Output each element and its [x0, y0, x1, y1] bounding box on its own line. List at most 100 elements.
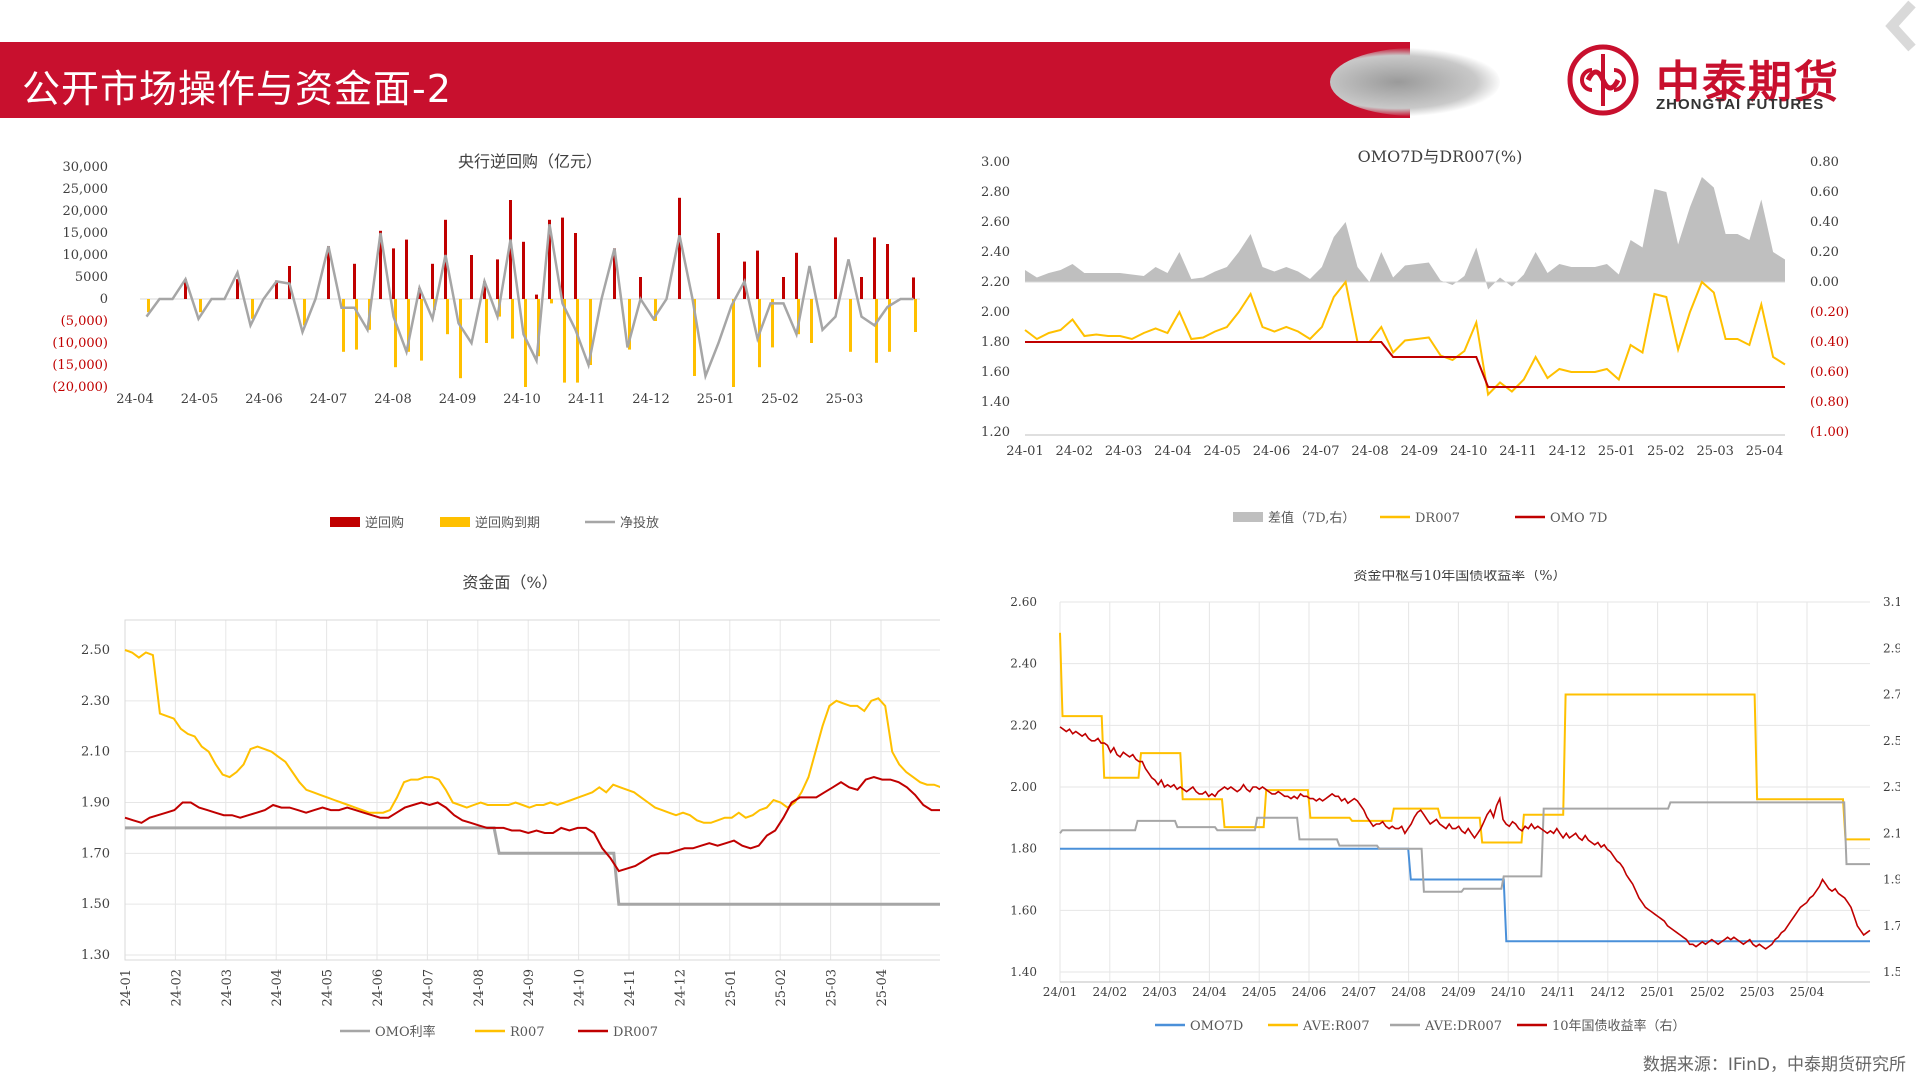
- chart4-xtick: 24/01: [1043, 985, 1078, 999]
- chart2-ytick-right: (0.80): [1810, 395, 1849, 410]
- chart1-bar-repo: [639, 277, 642, 299]
- chart1-bar-repo: [431, 263, 434, 299]
- header-shadow: [1330, 48, 1500, 116]
- chart3-title: 资金面（%）: [462, 573, 557, 592]
- chart1-bar-maturity: [355, 299, 358, 350]
- chart1-xtick: 24-05: [181, 392, 218, 407]
- chart3-legend-omo-label: OMO利率: [375, 1024, 436, 1040]
- chart4-ytick: 2.60: [1010, 595, 1037, 609]
- chart2-ytick: 3.00: [981, 155, 1010, 170]
- chart-funding-center-10y: 资金中枢与10年国债收益率（%） 2.60 2.40 2.20 2.00 1.80 1.60…: [980, 570, 1900, 1040]
- chart2-xtick: 24-11: [1499, 444, 1536, 459]
- chart1-bar-maturity: [563, 299, 566, 383]
- chart4-xtick: 24/12: [1591, 985, 1626, 999]
- chart4-xtick: 24/06: [1292, 985, 1327, 999]
- chart3-line-dr007: [124, 776, 940, 873]
- chart2-line-dr007: [1024, 279, 1786, 397]
- chart4-ytick: 2.20: [1010, 718, 1037, 732]
- chart1-bar-repo: [405, 239, 408, 299]
- chart3-ytick: 2.30: [81, 694, 110, 709]
- chart1-bar-repo: [756, 250, 759, 299]
- chart1-ytick: 5000: [75, 270, 108, 285]
- chart2-xtick: 24-09: [1401, 444, 1438, 459]
- chart1-bar-maturity: [732, 299, 735, 387]
- chart4-xtick: 24/08: [1391, 985, 1426, 999]
- chart1-line-net: [145, 223, 914, 381]
- chart1-ytick: (15,000): [52, 358, 108, 373]
- chart3-xtick: 24-01: [119, 969, 134, 1006]
- chart3-xtick: 24-06: [371, 969, 386, 1006]
- chart1-bar-repo: [509, 200, 512, 299]
- chart2-xtick: 24-06: [1253, 444, 1290, 459]
- chart-omo-dr007: OMO7D与DR007(%) 3.00 2.80 2.60 2.40 2.20 2.00 1.…: [980, 140, 1900, 540]
- chart1-bar-maturity: [875, 299, 878, 363]
- chart1-xtick: 24-06: [245, 392, 282, 407]
- chart1-bar-maturity: [810, 299, 813, 343]
- header-bar: [0, 42, 1410, 118]
- chart1-ytick: 30,000: [63, 160, 109, 175]
- chart2-legend-spread-label: 差值（7D,右）: [1268, 510, 1355, 526]
- chart1-bar-repo: [613, 248, 616, 299]
- chart1-bar-maturity: [849, 299, 852, 352]
- chart1-bar-repo: [561, 217, 564, 299]
- chart4-xtick: 24/04: [1192, 985, 1227, 999]
- chart4-xtick: 25/01: [1640, 985, 1675, 999]
- chart2-area-spread: [1025, 177, 1785, 290]
- chart3-xtick: 25-03: [825, 969, 840, 1006]
- chart1-xtick: 24-07: [310, 392, 347, 407]
- chart1-ytick: (5,000): [61, 314, 108, 329]
- chart3-xtick: 25-02: [774, 969, 789, 1006]
- chart2-xtick: 25-03: [1696, 444, 1733, 459]
- chart2-xtick: 24-07: [1302, 444, 1339, 459]
- chart1-xtick: 24-08: [374, 392, 411, 407]
- chart4-xtick: 24/05: [1242, 985, 1277, 999]
- zhongtai-logo-icon: [1567, 44, 1639, 116]
- chart2-ytick-right: 0.40: [1810, 215, 1839, 230]
- chart3-ytick: 2.10: [81, 745, 110, 760]
- chart1-bar-maturity: [446, 299, 449, 335]
- chart2-ytick: 2.60: [981, 215, 1010, 230]
- chart1-legend-repo-label: 逆回购: [365, 515, 404, 531]
- chart1-legend-maturity-label: 逆回购到期: [475, 515, 540, 531]
- chart3-xtick: 24-04: [270, 969, 285, 1006]
- chart2-xtick: 25-04: [1746, 444, 1783, 459]
- chart4-ytick-right: 2.50: [1883, 734, 1900, 748]
- chart1-legend-maturity-swatch: [440, 517, 470, 527]
- chart2-ytick: 2.80: [981, 185, 1010, 200]
- chart3-frame: [124, 619, 940, 961]
- chart1-bar-repo: [717, 233, 720, 299]
- chart1-bar-repo: [236, 279, 239, 299]
- chart1-bar-maturity: [576, 299, 579, 383]
- chart3-xtick: 24-07: [421, 969, 436, 1006]
- chart1-title: 央行逆回购（亿元）: [458, 152, 602, 171]
- chart1-ytick: (10,000): [52, 336, 108, 351]
- chart1-bar-maturity: [589, 299, 592, 365]
- chart3-ytick: 1.50: [81, 897, 110, 912]
- chart1-bar-maturity: [797, 299, 800, 335]
- chart1-bar-repo: [548, 219, 551, 299]
- chart1-xtick: 25-01: [697, 392, 734, 407]
- chart1-bar-maturity: [407, 299, 410, 352]
- chart1-bar-maturity: [394, 299, 397, 368]
- chart2-xtick: 24-10: [1450, 444, 1487, 459]
- chart4-line-ave-dr007: [1059, 801, 1870, 893]
- chart4-xtick: 24/11: [1541, 985, 1576, 999]
- chart1-bar-maturity: [771, 299, 774, 348]
- chart2-xtick: 25-01: [1598, 444, 1635, 459]
- chart4-title: 资金中枢与10年国债收益率（%）: [1353, 570, 1566, 584]
- chart1-bar-maturity: [550, 299, 553, 304]
- chart1-bar-maturity: [303, 299, 306, 326]
- chart4-legend-ave-dr007-label: AVE:DR007: [1424, 1019, 1502, 1034]
- chart1-ytick: 20,000: [63, 204, 109, 219]
- chart3-line-omo: [125, 826, 940, 906]
- chart3-xtick: 25-04: [875, 969, 890, 1006]
- company-logo: 中泰期货 ZHONGTAI FUTURES: [1566, 44, 1866, 116]
- chart3-xtick: 24-10: [573, 969, 588, 1006]
- chart1-bar-maturity: [888, 299, 891, 352]
- chart4-xtick: 24/10: [1491, 985, 1526, 999]
- chart2-ytick-right: 0.80: [1810, 155, 1839, 170]
- chart1-bar-repo: [379, 230, 382, 299]
- chart1-bar-repo: [678, 197, 681, 299]
- chart-reverse-repo: 央行逆回购（亿元） 30,000 25,000 20,000 15,000 10,000 5…: [40, 145, 940, 545]
- chart1-bar-repo: [860, 277, 863, 299]
